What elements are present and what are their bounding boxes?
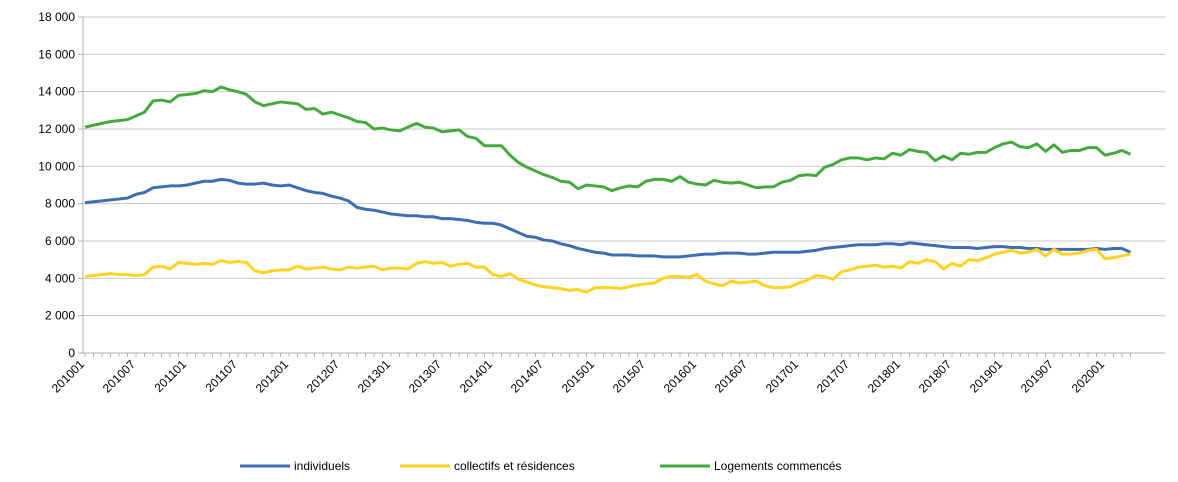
x-tick-label: 202001: [1069, 357, 1107, 395]
x-tick-label: 201201: [253, 357, 291, 395]
x-tick-label: 201301: [355, 357, 393, 395]
x-tick-label: 201501: [559, 357, 597, 395]
series-line: [84, 85, 1132, 193]
y-tick-label: 16 000: [38, 47, 75, 61]
x-tick-label: 201601: [661, 357, 699, 395]
legend-label: individuels: [294, 459, 350, 473]
x-tick-label: 201907: [1018, 357, 1056, 395]
x-tick-label: 201101: [152, 357, 190, 395]
y-tick-label: 14 000: [38, 85, 75, 99]
x-tick-label: 201901: [967, 357, 1005, 395]
y-tick-label: 2 000: [45, 309, 75, 323]
y-tick-label: 10 000: [38, 159, 75, 173]
y-tick-label: 0: [68, 346, 75, 360]
x-tick-label: 201801: [865, 357, 903, 395]
series-line: [84, 247, 1131, 294]
x-tick-label: 201007: [100, 357, 138, 395]
x-tick-label: 201701: [763, 357, 801, 395]
legend-label: Logements commencés: [714, 459, 841, 473]
x-tick-label: 201107: [203, 357, 241, 395]
x-tick-label: 201807: [916, 357, 954, 395]
x-tick-label: 201507: [610, 357, 648, 395]
x-tick-label: 201407: [508, 357, 546, 395]
y-tick-label: 4 000: [45, 271, 75, 285]
series-line: [84, 177, 1132, 259]
y-tick-label: 12 000: [38, 122, 75, 136]
x-tick-label: 201307: [406, 357, 444, 395]
y-tick-label: 8 000: [45, 197, 75, 211]
y-tick-label: 18 000: [38, 10, 75, 24]
x-tick-label: 201707: [814, 357, 852, 395]
x-tick-label: 201001: [49, 357, 87, 395]
x-tick-label: 201207: [304, 357, 342, 395]
x-tick-label: 201607: [712, 357, 750, 395]
x-tick-label: 201401: [457, 357, 495, 395]
y-tick-label: 6 000: [45, 234, 75, 248]
legend-label: collectifs et résidences: [454, 459, 575, 473]
